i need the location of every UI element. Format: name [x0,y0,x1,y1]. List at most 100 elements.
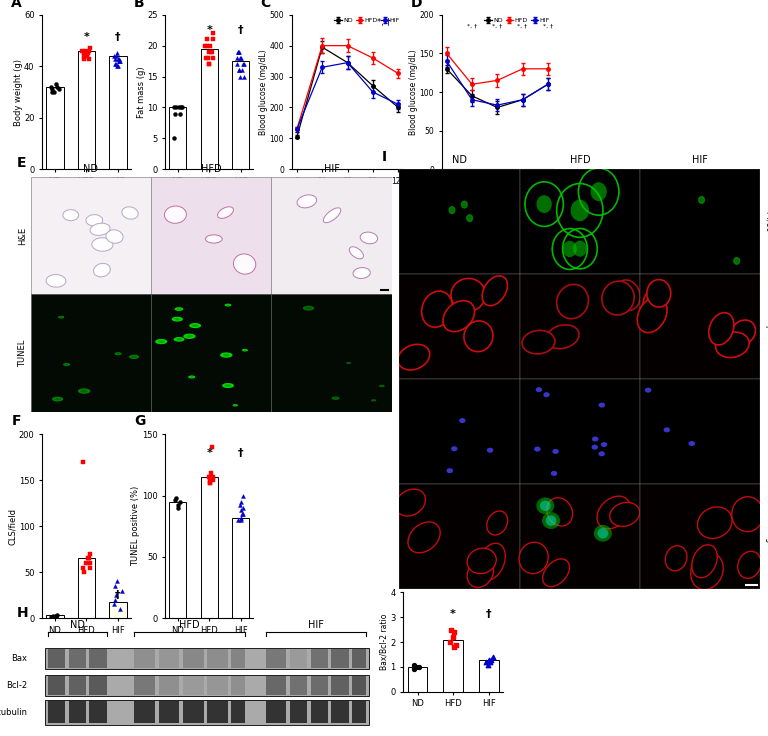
FancyBboxPatch shape [290,701,307,723]
Ellipse shape [189,323,201,328]
Point [448,641,460,653]
Ellipse shape [194,325,197,326]
Circle shape [733,258,740,264]
Ellipse shape [692,545,717,578]
Ellipse shape [106,230,123,244]
FancyBboxPatch shape [45,700,369,724]
Bar [232,61,250,169]
Point [111,53,124,65]
Point [81,50,94,62]
Ellipse shape [543,392,550,397]
Text: *, †: *, † [377,18,391,26]
Ellipse shape [157,340,165,343]
Ellipse shape [731,320,756,345]
Point [111,590,123,601]
FancyBboxPatch shape [399,169,520,274]
Point [116,584,128,596]
Ellipse shape [55,397,61,400]
Ellipse shape [598,451,605,456]
Ellipse shape [396,489,425,516]
FancyBboxPatch shape [640,274,760,379]
Ellipse shape [60,316,62,318]
FancyBboxPatch shape [207,676,227,695]
Ellipse shape [487,447,493,453]
Point [46,86,58,98]
Text: ND: ND [452,155,467,165]
Point [83,45,95,57]
Point [168,495,180,506]
Point [201,40,214,52]
Text: C: C [260,0,271,10]
Ellipse shape [174,318,180,321]
Bar [408,667,427,692]
FancyBboxPatch shape [134,649,155,668]
Point [46,83,58,95]
FancyBboxPatch shape [48,649,65,668]
Point [205,46,217,57]
Y-axis label: TUNEL positive (%): TUNEL positive (%) [131,486,141,567]
Ellipse shape [451,278,485,311]
Ellipse shape [446,468,453,473]
Point [204,46,217,57]
Point [207,474,219,486]
Ellipse shape [220,353,233,358]
Ellipse shape [188,375,195,378]
FancyBboxPatch shape [45,675,369,696]
Ellipse shape [535,387,542,392]
Ellipse shape [177,308,180,310]
Point [84,557,96,569]
Ellipse shape [380,385,383,386]
Ellipse shape [664,428,670,432]
Text: HIF: HIF [308,620,324,630]
FancyBboxPatch shape [311,649,328,668]
Point [204,475,217,486]
Ellipse shape [451,446,458,451]
Y-axis label: Fat mass (g): Fat mass (g) [137,66,146,118]
Ellipse shape [543,559,570,587]
Point [168,132,180,144]
Text: *, †: *, † [518,24,528,29]
Y-axis label: Body weight (g): Body weight (g) [14,58,22,126]
Y-axis label: Blood glucose (mg/dL): Blood glucose (mg/dL) [409,49,418,135]
Ellipse shape [190,377,193,378]
Ellipse shape [224,354,228,356]
Point [76,562,88,573]
Text: ND: ND [84,164,98,174]
Circle shape [573,241,587,257]
Ellipse shape [519,542,548,573]
Ellipse shape [372,400,376,401]
Ellipse shape [190,376,194,378]
Point [204,58,216,70]
Ellipse shape [224,304,231,306]
Ellipse shape [155,339,167,344]
Circle shape [467,215,472,222]
Ellipse shape [187,336,191,337]
Point [238,58,250,70]
Point [234,514,247,526]
Text: Merge: Merge [764,525,768,548]
Y-axis label: Blood glucose (mg/dL): Blood glucose (mg/dL) [259,49,268,135]
Ellipse shape [226,304,230,306]
Bar [169,107,187,169]
FancyBboxPatch shape [332,649,349,668]
Ellipse shape [360,232,378,244]
Ellipse shape [601,442,607,447]
Point [482,659,495,670]
Ellipse shape [697,507,732,539]
Point [205,467,217,479]
Point [237,508,250,520]
Circle shape [563,241,577,257]
Y-axis label: Bax/Bcl-2 ratio: Bax/Bcl-2 ratio [380,614,389,670]
Ellipse shape [176,338,182,341]
Ellipse shape [233,405,237,406]
Ellipse shape [536,498,554,514]
Point [51,81,63,93]
FancyBboxPatch shape [48,676,65,695]
FancyBboxPatch shape [640,379,760,484]
Point [172,502,184,514]
Point [413,661,425,673]
Ellipse shape [177,339,180,340]
Ellipse shape [133,356,136,358]
Ellipse shape [186,335,193,338]
Bar [46,615,64,618]
